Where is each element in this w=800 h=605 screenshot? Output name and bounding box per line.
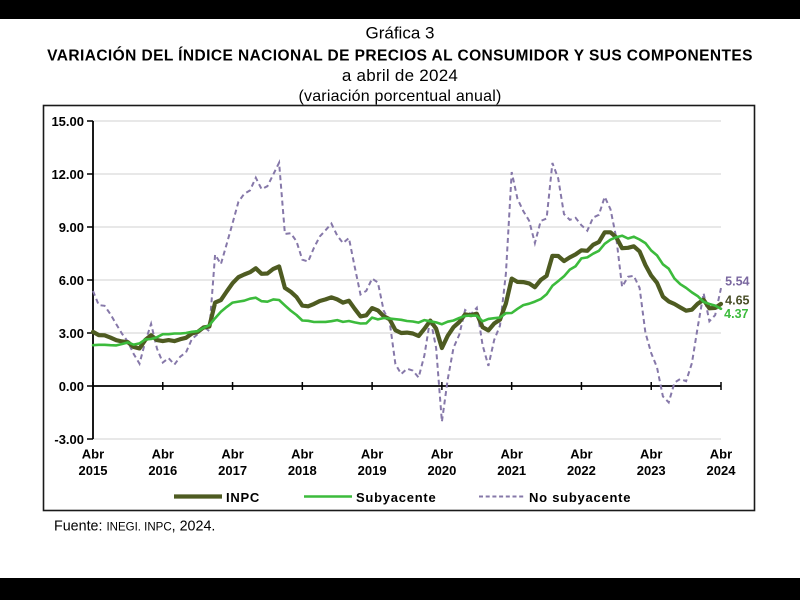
svg-text:VARIACIÓN DEL ÍNDICE NACIONAL: VARIACIÓN DEL ÍNDICE NACIONAL DE PRECIOS… [47,47,753,65]
svg-text:5.54: 5.54 [725,275,749,289]
svg-text:Abr: Abr [291,447,313,462]
svg-text:a abril de 2024: a abril de 2024 [342,66,458,85]
svg-text:-3.00: -3.00 [54,432,84,447]
svg-text:2023: 2023 [637,463,666,478]
svg-text:4.65: 4.65 [725,294,749,308]
svg-text:2020: 2020 [427,463,456,478]
svg-text:(variación porcentual anual): (variación porcentual anual) [298,88,501,105]
svg-text:Abr: Abr [361,447,383,462]
svg-text:Abr: Abr [570,447,592,462]
svg-text:Abr: Abr [221,447,243,462]
svg-text:15.00: 15.00 [51,114,84,129]
svg-text:Abr: Abr [710,447,732,462]
svg-text:3.00: 3.00 [59,326,84,341]
svg-text:Abr: Abr [501,447,523,462]
svg-text:9.00: 9.00 [59,220,84,235]
svg-text:2017: 2017 [218,463,247,478]
svg-text:2021: 2021 [497,463,526,478]
svg-text:6.00: 6.00 [59,273,84,288]
svg-text:Abr: Abr [640,447,662,462]
svg-text:2016: 2016 [148,463,177,478]
svg-text:Abr: Abr [431,447,453,462]
svg-text:0.00: 0.00 [59,379,84,394]
svg-text:Subyacente: Subyacente [356,490,436,505]
svg-text:2015: 2015 [79,463,108,478]
svg-text:2024: 2024 [707,463,737,478]
svg-text:2018: 2018 [288,463,317,478]
svg-text:Gráfica 3: Gráfica 3 [366,24,435,43]
svg-text:INPC: INPC [226,490,260,505]
svg-text:12.00: 12.00 [51,167,84,182]
svg-text:4.37: 4.37 [724,307,748,321]
svg-text:No subyacente: No subyacente [529,490,631,505]
svg-text:Fuente: INEGI. INPC, 2024.: Fuente: INEGI. INPC, 2024. [54,519,215,535]
svg-text:2019: 2019 [358,463,387,478]
svg-text:2022: 2022 [567,463,596,478]
svg-text:Abr: Abr [152,447,174,462]
svg-text:Abr: Abr [82,447,104,462]
